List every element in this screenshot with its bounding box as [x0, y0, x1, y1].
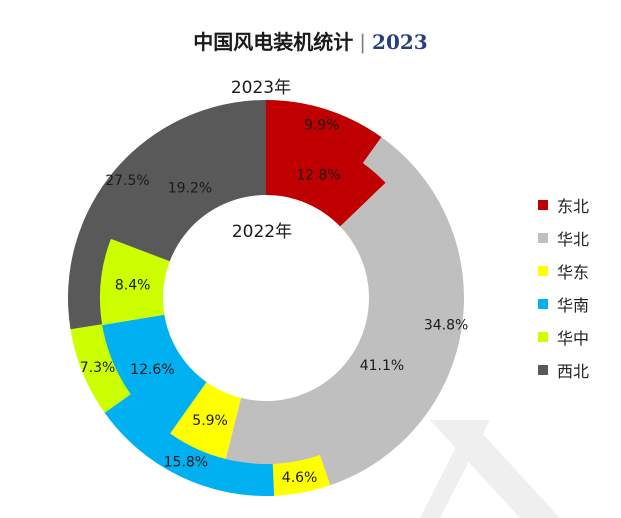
inner-ring [100, 132, 432, 464]
inner-ring-title: 2022年 [232, 222, 292, 242]
legend-item: 华南 [538, 287, 589, 320]
inner-slice-3 [102, 314, 207, 434]
inner-slice-5 [110, 132, 266, 262]
legend-swatch [538, 364, 548, 375]
legend-swatch [538, 331, 548, 342]
legend-label: 华中 [557, 328, 590, 348]
chart-title-separator: | [359, 30, 367, 54]
legend-item: 华中 [538, 320, 589, 353]
inner-slice-4 [100, 238, 170, 325]
inner-label-1: 41.1% [360, 358, 404, 374]
legend-label: 东北 [557, 196, 590, 216]
inner-label-4: 8.4% [115, 278, 151, 294]
chart-title-year: 2023 [372, 30, 428, 54]
chart-title-main: 中国风电装机统计 [193, 30, 354, 54]
outer-label-0: 9.9% [304, 118, 340, 134]
legend-item: 华北 [538, 221, 589, 254]
outer-label-3: 15.8% [164, 454, 208, 470]
outer-slice-0 [266, 100, 382, 164]
legend-swatch [538, 199, 548, 210]
inner-label-0: 12.8% [296, 168, 340, 184]
outer-slice-2 [272, 454, 331, 496]
legend-item: 华东 [538, 254, 589, 287]
legend-item: 东北 [538, 188, 589, 221]
legend-swatch [538, 298, 548, 309]
watermark-graphic [420, 420, 560, 518]
inner-label-5: 19.2% [168, 181, 212, 197]
legend-label: 华北 [557, 229, 590, 249]
inner-label-3: 12.6% [130, 362, 174, 378]
inner-label-2: 5.9% [192, 413, 228, 429]
outer-slice-4 [70, 324, 132, 413]
legend-swatch [538, 265, 548, 276]
outer-slice-1 [319, 137, 465, 486]
outer-label-5: 27.5% [105, 173, 149, 189]
legend-label: 西北 [557, 361, 590, 381]
outer-ring [68, 100, 465, 497]
inner-slice-0 [266, 132, 386, 227]
outer-label-4: 7.3% [80, 360, 116, 376]
outer-label-1: 34.8% [424, 318, 468, 334]
inner-slice-2 [170, 382, 242, 460]
legend-label: 华东 [557, 262, 590, 282]
legend-label: 华南 [557, 295, 590, 315]
inner-slice-1 [225, 182, 432, 464]
chart-title: 中国风电装机统计 | 2023 [0, 26, 621, 55]
outer-label-2: 4.6% [282, 470, 318, 486]
outer-slice-5 [68, 100, 266, 330]
legend-item: 西北 [538, 353, 589, 386]
data-labels: 9.9% 34.8% 4.6% 15.8% 7.3% 27.5% 12.8% 41.1% 5.9… [80, 118, 469, 486]
legend-swatch [538, 232, 548, 243]
legend: 东北华北华东华南华中西北 [538, 188, 589, 386]
outer-ring-title: 2023年 [231, 78, 291, 98]
